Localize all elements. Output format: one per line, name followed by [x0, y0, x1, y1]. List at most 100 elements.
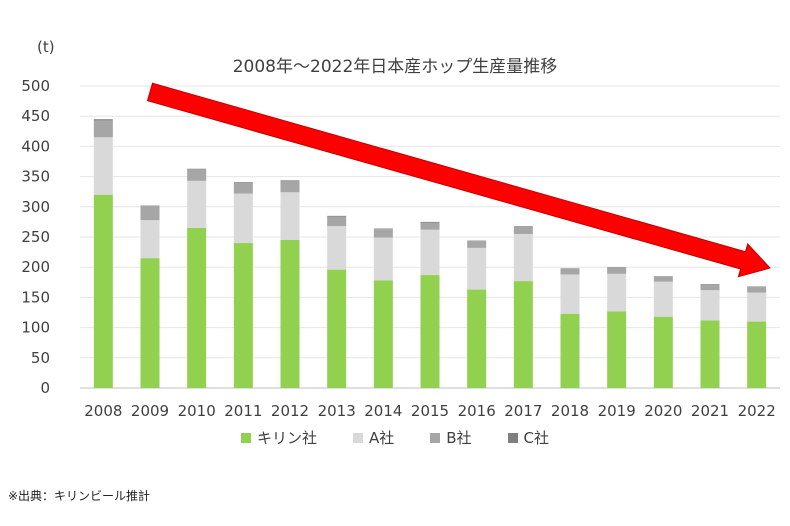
bar-segment [607, 267, 627, 268]
bar-segment [233, 243, 253, 388]
x-tick-label: 2022 [738, 402, 776, 420]
legend-label: キリン社 [256, 429, 317, 447]
bar-segment [280, 192, 300, 241]
x-tick-label: 2020 [644, 402, 682, 420]
bar-segment [233, 193, 253, 244]
bar-segment [747, 321, 767, 388]
y-axis-unit: (t) [37, 38, 55, 56]
y-tick-label: 500 [21, 77, 50, 95]
y-tick-label: 200 [21, 258, 50, 276]
bar-segment [373, 228, 393, 230]
bar-segment [140, 206, 160, 221]
bar-segment [700, 284, 720, 285]
bar-segment [560, 313, 580, 388]
x-tick-label: 2018 [551, 402, 589, 420]
legend-item: C社 [507, 427, 550, 448]
bar-segment [140, 258, 160, 388]
x-tick-label: 2011 [224, 402, 262, 420]
y-tick-label: 50 [31, 349, 50, 367]
bar-segment [653, 281, 673, 317]
bar-segment [187, 169, 207, 181]
bar-segment [513, 226, 533, 227]
bar-segment [467, 240, 487, 242]
y-tick-label: 0 [40, 379, 50, 397]
bar-segment [280, 180, 300, 193]
bar-segment [700, 320, 720, 388]
bar-segment [747, 292, 767, 322]
bar-segment [560, 274, 580, 314]
bar-segment [560, 269, 580, 275]
red-trend-arrow [146, 82, 771, 278]
x-tick-label: 2017 [504, 402, 542, 420]
bar-segment [327, 215, 347, 217]
bar-segment [420, 222, 440, 230]
chart-title: 2008年～2022年日本産ホップ生産量推移 [232, 57, 558, 77]
bar-segment [93, 119, 113, 121]
y-tick-label: 150 [21, 288, 50, 306]
x-tick-label: 2014 [364, 402, 402, 420]
x-tick-label: 2008 [84, 402, 122, 420]
bar-segment [93, 194, 113, 388]
bar-segment [513, 226, 533, 234]
y-tick-label: 100 [21, 319, 50, 337]
x-tick-label: 2013 [318, 402, 356, 420]
bar-segment [327, 269, 347, 388]
bar-segment [93, 137, 113, 195]
x-tick-label: 2009 [131, 402, 169, 420]
bar-segment [700, 290, 720, 321]
legend-item: A社 [352, 427, 395, 448]
bar-segment [187, 227, 207, 388]
bar-segment [93, 120, 113, 138]
bar-segment [140, 205, 160, 207]
source-note: ※出典：キリンビール推計 [8, 489, 151, 503]
bar-segment [467, 289, 487, 388]
bar-segment [373, 237, 393, 281]
legend-label: C社 [523, 429, 550, 447]
y-tick-label: 400 [21, 137, 50, 155]
bar-segment [327, 216, 347, 227]
bar-segment [747, 286, 767, 288]
x-tick-label: 2012 [271, 402, 309, 420]
legend-label: B社 [446, 429, 472, 447]
bar-segment [373, 280, 393, 388]
y-tick-label: 350 [21, 168, 50, 186]
bar-segment [653, 276, 673, 277]
bar-segment [700, 284, 720, 291]
bar-segment [467, 241, 487, 248]
bar-segment [513, 233, 533, 282]
bar-segment [140, 220, 160, 259]
legend: キリン社 A社 B社 C社 [0, 427, 790, 448]
bar-segment [420, 275, 440, 388]
x-tick-label: 2015 [411, 402, 449, 420]
bar-segment [327, 226, 347, 270]
bar-segment [653, 316, 673, 388]
bar-segment [420, 229, 440, 276]
x-tick-label: 2021 [691, 402, 729, 420]
bar-segment [233, 182, 253, 194]
bar-segment [467, 247, 487, 290]
y-axis-ticks: 0 50 100 150 200 250 300 350 400 450 500 [21, 77, 50, 397]
bar-segment [280, 180, 300, 181]
bar-segment [187, 180, 207, 228]
x-tick-label: 2010 [178, 402, 216, 420]
y-tick-label: 300 [21, 198, 50, 216]
bar-segment [747, 287, 767, 293]
x-tick-label: 2016 [458, 402, 496, 420]
legend-swatch [352, 432, 363, 443]
x-axis-ticks: 2008 2009 2010 2011 2012 2013 2014 2015 2016 2017… [84, 402, 776, 420]
legend-item: キリン社 [240, 427, 317, 448]
bar-segment [420, 221, 440, 223]
x-tick-label: 2019 [598, 402, 636, 420]
bar-segment [607, 267, 627, 274]
legend-swatch [240, 432, 251, 443]
bar-segment [280, 240, 300, 388]
y-tick-label: 250 [21, 228, 50, 246]
y-tick-label: 450 [21, 107, 50, 125]
legend-label: A社 [368, 429, 395, 447]
bar-segment [373, 229, 393, 238]
bar-segment [607, 311, 627, 388]
bars [93, 119, 767, 388]
bar-segment [513, 281, 533, 388]
bar-segment [653, 276, 673, 282]
